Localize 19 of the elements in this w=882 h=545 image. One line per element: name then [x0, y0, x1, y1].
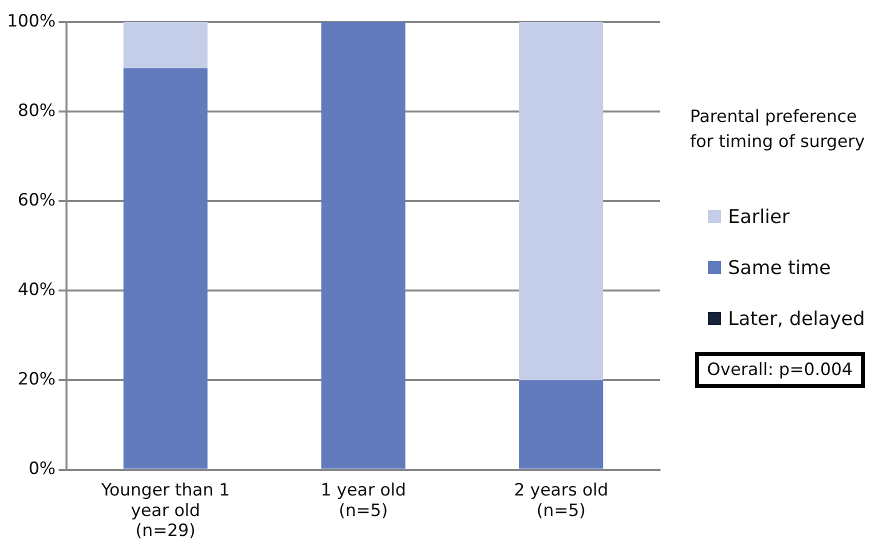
legend-label: Earlier — [728, 206, 790, 228]
text: Overall: p=0.004 — [695, 352, 865, 388]
y-tick-label: 100% — [6, 11, 56, 32]
bar — [519, 380, 604, 469]
y-tick-label: 40% — [18, 280, 56, 300]
bar — [123, 22, 208, 68]
y-tick-label: 0% — [28, 459, 56, 480]
x-tick-label: 1 year old (n=5) — [320, 480, 406, 521]
y-tick-label: 60% — [18, 190, 56, 211]
bar — [123, 68, 208, 469]
y-tick-label: 80% — [18, 100, 56, 121]
legend-label: Later, delayed — [728, 308, 865, 330]
legend-label: Same time — [728, 256, 831, 278]
bar — [321, 22, 406, 469]
bar — [519, 22, 604, 380]
x-tick-label: Younger than 1 year old (n=29) — [100, 480, 230, 542]
legend-title: Parental preference for timing of surgery — [690, 106, 866, 154]
y-tick-label: 20% — [18, 370, 56, 390]
x-tick-label: 2 years old (n=5) — [514, 480, 608, 521]
